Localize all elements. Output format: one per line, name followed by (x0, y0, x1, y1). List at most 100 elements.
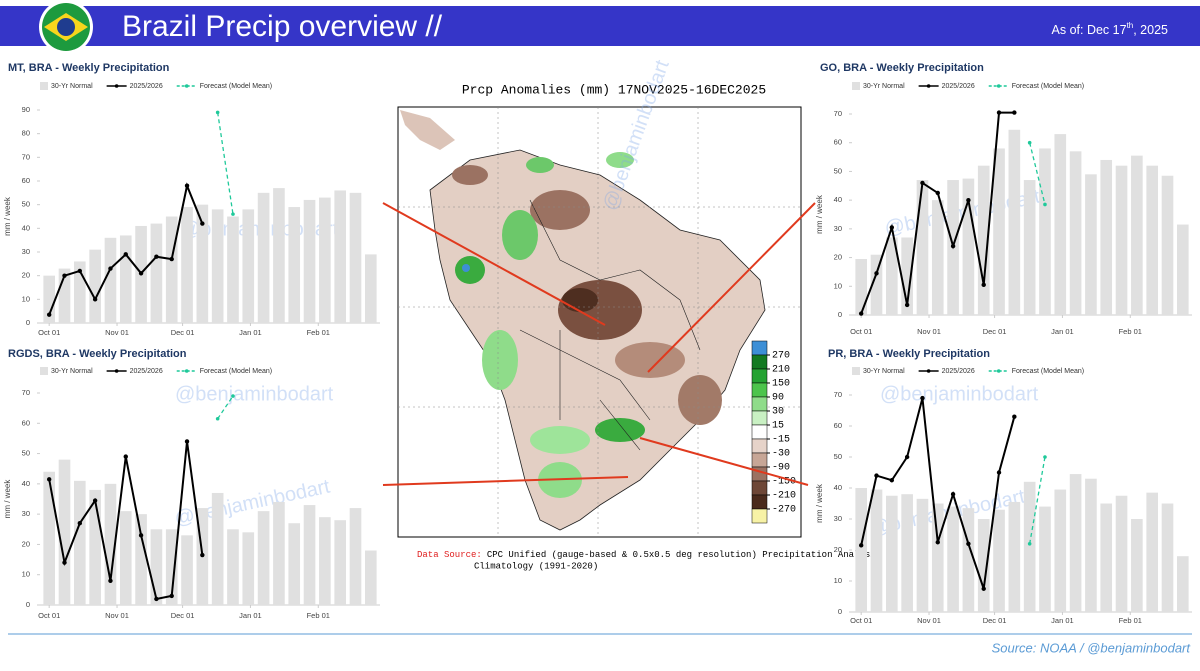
point (1012, 110, 1017, 115)
y-axis-label: mm / week (815, 194, 824, 234)
bar (1069, 474, 1082, 612)
x-tick-label: Nov 01 (105, 328, 129, 337)
point (123, 454, 128, 459)
legend-swatch-dot (184, 84, 189, 88)
point (874, 271, 879, 276)
point (1043, 455, 1047, 459)
y-tick-label: 60 (22, 176, 30, 185)
colorbar-label: -90 (772, 463, 790, 474)
y-tick-label: 30 (834, 514, 842, 523)
x-tick-label: Oct 01 (38, 611, 60, 620)
map (397, 106, 802, 538)
header-bar (0, 6, 1200, 46)
colorbar-label: 15 (772, 421, 784, 432)
bar (977, 165, 990, 315)
bar (1161, 503, 1174, 612)
legend-label: Forecast (Model Mean) (1012, 83, 1084, 90)
x-tick-label: Nov 01 (917, 616, 941, 625)
bar (870, 254, 883, 315)
bar (150, 529, 163, 605)
bar (977, 519, 990, 612)
y-tick-label: 40 (834, 483, 842, 492)
point (858, 311, 864, 316)
point (215, 110, 220, 115)
y-tick-label: 70 (22, 388, 30, 397)
bar (1054, 489, 1067, 612)
bar (1146, 165, 1158, 315)
bar (364, 550, 377, 605)
y-tick-label: 70 (834, 390, 842, 399)
watermark: @benjaminbodart (175, 383, 334, 405)
bar (119, 235, 132, 323)
point (215, 416, 220, 421)
y-tick-label: 0 (26, 600, 30, 609)
point (92, 297, 98, 302)
bar (89, 249, 101, 323)
colorbar-swatch (751, 424, 768, 440)
point (46, 477, 52, 482)
bar (242, 532, 255, 605)
bar (181, 207, 193, 323)
y-tick-label: 70 (22, 152, 30, 161)
point (200, 552, 205, 558)
legend-label: 30-Yr Normal (863, 368, 905, 375)
bar (962, 508, 975, 612)
bar (135, 514, 147, 605)
bar (1100, 159, 1113, 315)
point (108, 578, 113, 583)
point (950, 243, 956, 249)
legend-label: 2025/2026 (130, 368, 163, 375)
point (889, 225, 895, 230)
bar (104, 237, 117, 323)
bar (181, 535, 193, 605)
bar (1039, 506, 1051, 612)
colorbar-label: -150 (772, 477, 796, 488)
y-tick-label: 20 (834, 545, 842, 554)
y-tick-label: 30 (22, 247, 30, 256)
point (950, 492, 956, 497)
bar (334, 190, 346, 323)
bar (1085, 174, 1097, 315)
legend-swatch-dot (926, 84, 931, 88)
bar (1115, 495, 1128, 612)
colorbar-label: -210 (772, 491, 796, 502)
legend-swatch (852, 367, 860, 375)
point (154, 596, 159, 602)
bar (1176, 224, 1189, 315)
map-source: Data Source: CPC Unified (gauge-based & 0… (417, 550, 881, 560)
bar (1069, 151, 1082, 315)
point (184, 183, 190, 188)
point (966, 197, 971, 203)
x-tick-label: Oct 01 (850, 616, 872, 625)
connectors (382, 202, 816, 486)
bar (1100, 503, 1113, 612)
y-tick-label: 10 (22, 570, 30, 579)
bar (931, 200, 944, 315)
bar (855, 488, 868, 612)
x-tick-label: Feb 01 (1119, 327, 1142, 336)
chart-panel: GO, BRA - Weekly Precipitation mm / week 0… (815, 62, 1192, 336)
y-tick-label: 60 (834, 421, 842, 430)
point (123, 252, 128, 257)
header-title: Brazil Precip overview // (122, 10, 443, 43)
legend-swatch-dot (926, 369, 931, 373)
bar (916, 498, 929, 612)
x-tick-label: Jan 01 (239, 328, 262, 337)
colorbar-swatch (751, 354, 768, 370)
bar (931, 503, 944, 612)
y-tick-label: 30 (834, 224, 842, 233)
y-axis-label: mm / week (3, 196, 12, 236)
legend-swatch-dot (114, 369, 119, 373)
legend-label: Forecast (Model Mean) (200, 83, 272, 90)
bar (43, 275, 56, 323)
colorbar-label: 90 (772, 393, 784, 404)
x-tick-label: Nov 01 (917, 327, 941, 336)
colorbar: 270 210 150 90 30 15 -15 -30 -90 -150 -210 -270 (751, 340, 796, 524)
point (77, 521, 83, 526)
legend-swatch-dot (996, 84, 1001, 88)
colorbar-label: -30 (772, 449, 790, 460)
y-tick-label: 10 (834, 576, 842, 585)
bar (1131, 155, 1143, 315)
y-tick-label: 60 (834, 138, 842, 147)
point (62, 560, 67, 565)
